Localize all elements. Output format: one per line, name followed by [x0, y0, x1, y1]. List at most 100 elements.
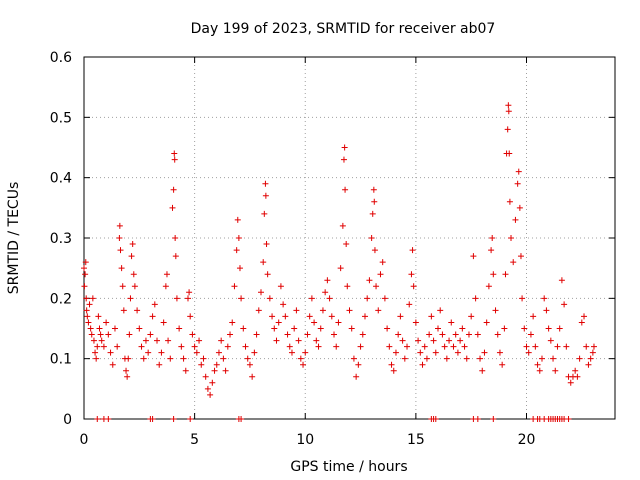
data-points [81, 102, 597, 422]
data-point [97, 331, 104, 338]
data-point [129, 241, 136, 248]
data-point [359, 331, 366, 338]
data-point [576, 355, 583, 362]
data-point [187, 313, 194, 320]
data-point [125, 355, 132, 362]
data-point [502, 271, 509, 278]
data-point [545, 325, 552, 332]
data-point [339, 222, 346, 229]
data-point [430, 337, 437, 344]
data-point [333, 343, 340, 350]
data-point [83, 295, 90, 302]
data-point [193, 349, 200, 356]
data-point [525, 349, 532, 356]
data-point [499, 361, 506, 368]
data-point [255, 307, 262, 314]
data-point [344, 283, 351, 290]
data-point [504, 126, 511, 133]
data-point [271, 325, 278, 332]
data-point [552, 367, 559, 374]
data-point [472, 295, 479, 302]
data-point [315, 343, 322, 350]
data-point [189, 331, 196, 338]
data-point [149, 416, 156, 422]
data-point [583, 343, 590, 350]
data-point [465, 331, 472, 338]
data-point [116, 235, 123, 241]
data-point [229, 319, 236, 326]
data-point [284, 331, 291, 338]
data-point [340, 156, 347, 163]
data-point [377, 271, 384, 278]
data-point [218, 337, 225, 344]
data-point [222, 367, 229, 374]
data-point [515, 168, 522, 175]
data-point [590, 343, 597, 350]
data-point [412, 319, 419, 326]
data-point [371, 247, 378, 254]
data-point [251, 349, 258, 356]
data-point [589, 349, 596, 356]
data-point [282, 313, 289, 320]
data-point [428, 313, 435, 320]
data-point [388, 361, 395, 368]
data-point [154, 337, 161, 344]
data-point [324, 277, 331, 284]
data-point [240, 325, 247, 332]
data-point [171, 150, 178, 157]
data-point [160, 319, 167, 326]
data-point [209, 379, 216, 386]
data-point [249, 373, 256, 380]
data-point [489, 235, 496, 241]
data-point [523, 343, 530, 350]
data-point [479, 367, 486, 374]
data-point [111, 325, 118, 332]
data-point [151, 301, 158, 308]
data-point [355, 361, 362, 368]
data-point [492, 307, 499, 314]
data-point [82, 259, 89, 266]
data-point [207, 391, 214, 398]
data-point [238, 416, 245, 422]
data-point [517, 253, 524, 260]
data-point [180, 355, 187, 362]
data-point [565, 416, 572, 422]
data-point [386, 343, 393, 350]
data-point [510, 259, 517, 266]
data-point [87, 325, 94, 332]
data-point [275, 319, 282, 326]
data-point [547, 337, 554, 344]
data-point [409, 247, 416, 254]
data-point [280, 301, 287, 308]
data-point [417, 349, 424, 356]
data-point [572, 367, 579, 374]
data-point [474, 331, 481, 338]
data-point [295, 337, 302, 344]
data-point [186, 289, 193, 296]
data-point [587, 355, 594, 362]
data-point [244, 355, 251, 362]
data-point [94, 343, 101, 350]
data-point [322, 289, 329, 296]
data-point [505, 108, 512, 115]
data-point [260, 259, 267, 266]
data-point [558, 277, 565, 284]
data-point [461, 343, 468, 350]
y-tick-labels: 0 0.1 0.2 0.3 0.4 0.5 0.6 [50, 50, 72, 428]
data-point [494, 331, 501, 338]
data-point [119, 283, 126, 290]
data-point [432, 416, 439, 422]
data-point [253, 331, 260, 338]
data-point [100, 343, 107, 350]
data-point [311, 319, 318, 326]
data-point [138, 343, 145, 350]
data-point [165, 337, 172, 344]
data-point [534, 361, 541, 368]
data-point [521, 325, 528, 332]
data-point [172, 235, 179, 241]
data-point [357, 343, 364, 350]
data-point [269, 313, 276, 320]
data-point [246, 361, 253, 368]
x-tick-label: 20 [518, 432, 536, 448]
